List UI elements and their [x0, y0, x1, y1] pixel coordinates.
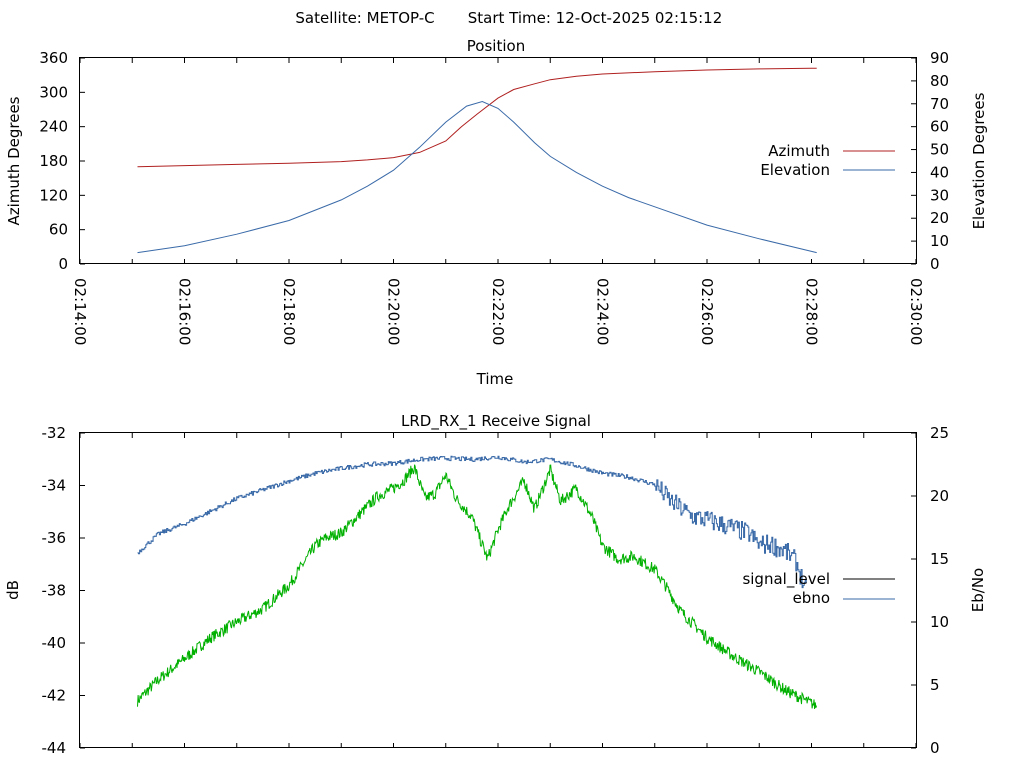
- x-tick-label: 02:14:00: [71, 278, 89, 345]
- y-tick-label: 360: [39, 49, 68, 67]
- y2-tick-label: 80: [930, 72, 949, 90]
- satellite-label: Satellite: METOP-C: [295, 9, 434, 27]
- position-chart: Position 0 60 120 180 240 300 360 0 10 20 30 40 50 60…: [5, 37, 988, 388]
- y-tick-label: -38: [42, 582, 67, 600]
- chart-title: LRD_RX_1 Receive Signal: [401, 412, 591, 431]
- legend: Azimuth Elevation: [760, 142, 895, 179]
- y2-tick-label: 30: [930, 186, 949, 204]
- legend: signal_level ebno: [742, 570, 895, 607]
- y2-tick-label: 15: [930, 550, 949, 568]
- y-tick-label: 240: [39, 118, 68, 136]
- legend-label-azimuth: Azimuth: [768, 142, 830, 160]
- y-tick-label: -42: [42, 687, 67, 705]
- y-tick-label: 300: [39, 83, 68, 101]
- series-line-azimuth: [137, 67, 817, 168]
- x-tick-label: 02:16:00: [176, 278, 194, 345]
- y2-tick-label: 0: [930, 255, 940, 273]
- legend-label-elevation: Elevation: [760, 161, 830, 179]
- y-tick-label: 120: [39, 186, 68, 204]
- y-tick-label: -40: [42, 634, 67, 652]
- x-tick-label: 02:24:00: [594, 278, 612, 345]
- plot-frame: [79, 432, 917, 748]
- start-time-label: Start Time: 12-Oct-2025 02:15:12: [468, 9, 723, 27]
- y-tick-label: -32: [42, 424, 67, 442]
- x-tick-label: 02:20:00: [385, 278, 403, 345]
- x-axis-label: Time: [476, 370, 514, 388]
- y2-tick-label: 25: [930, 424, 949, 442]
- y2-tick-label: 10: [930, 232, 949, 250]
- y2-tick-label: 10: [930, 613, 949, 631]
- y2-tick-label: 5: [930, 676, 940, 694]
- legend-label-signal-level: signal_level: [742, 570, 830, 589]
- x-tick-label: 02:28:00: [803, 278, 821, 345]
- y-tick-label: -36: [42, 529, 67, 547]
- legend-label-ebno: ebno: [793, 589, 830, 607]
- y2-tick-label: 40: [930, 163, 949, 181]
- y-axis-label: Azimuth Degrees: [5, 96, 23, 225]
- y2-tick-label: 50: [930, 141, 949, 159]
- series-line-ebno: [137, 455, 807, 589]
- y-tick-label: -34: [42, 477, 67, 495]
- y2-tick-label: 70: [930, 95, 949, 113]
- y2-tick-label: 60: [930, 118, 949, 136]
- y-tick-label: 180: [39, 152, 68, 170]
- y-axis-label: dB: [4, 580, 22, 600]
- series-line-signal-level: [137, 464, 817, 710]
- x-tick-label: 02:22:00: [489, 278, 507, 345]
- y2-tick-label: 0: [930, 739, 940, 757]
- y2-axis-label: Elevation Degrees: [970, 92, 988, 229]
- y2-axis-label: Eb/No: [969, 568, 987, 612]
- y-tick-label: 0: [58, 255, 68, 273]
- y2-tick-label: 90: [930, 49, 949, 67]
- x-tick-label: 02:26:00: [698, 278, 716, 345]
- y-tick-label: -44: [42, 739, 67, 757]
- series-line-elevation: [137, 100, 817, 254]
- x-tick-label: 02:18:00: [280, 278, 298, 345]
- y-tick-label: 60: [49, 221, 68, 239]
- chart-title: Position: [467, 37, 525, 55]
- y2-tick-label: 20: [930, 209, 949, 227]
- receive-signal-chart: LRD_RX_1 Receive Signal -44 -42 -40 -38 -36 -…: [4, 412, 987, 757]
- x-tick-label: 02:30:00: [907, 278, 925, 345]
- y2-tick-label: 20: [930, 487, 949, 505]
